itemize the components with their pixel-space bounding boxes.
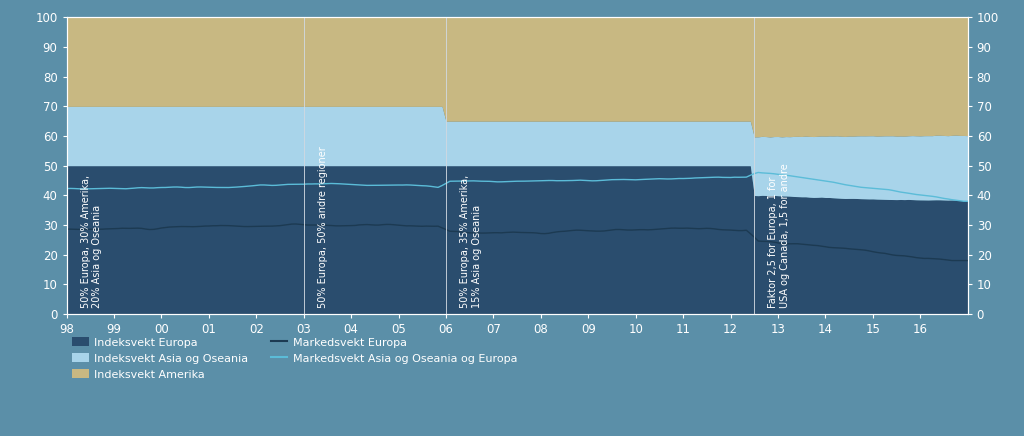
Text: 50% Europa, 30% Amerika,
20% Asia og Oseania: 50% Europa, 30% Amerika, 20% Asia og Ose…	[81, 175, 102, 308]
Text: 50% Europa, 35% Amerika,
15% Asia og Oseania: 50% Europa, 35% Amerika, 15% Asia og Ose…	[460, 175, 482, 308]
Text: 50% Europa, 50% andre regioner: 50% Europa, 50% andre regioner	[317, 146, 328, 308]
Text: Faktor 2,5 for Europa, 1 for
USA og Canada, 1,5 for andre: Faktor 2,5 for Europa, 1 for USA og Cana…	[768, 163, 791, 308]
Legend: Indeksvekt Europa, Indeksvekt Asia og Oseania, Indeksvekt Amerika, Markedsvekt E: Indeksvekt Europa, Indeksvekt Asia og Os…	[72, 337, 517, 380]
